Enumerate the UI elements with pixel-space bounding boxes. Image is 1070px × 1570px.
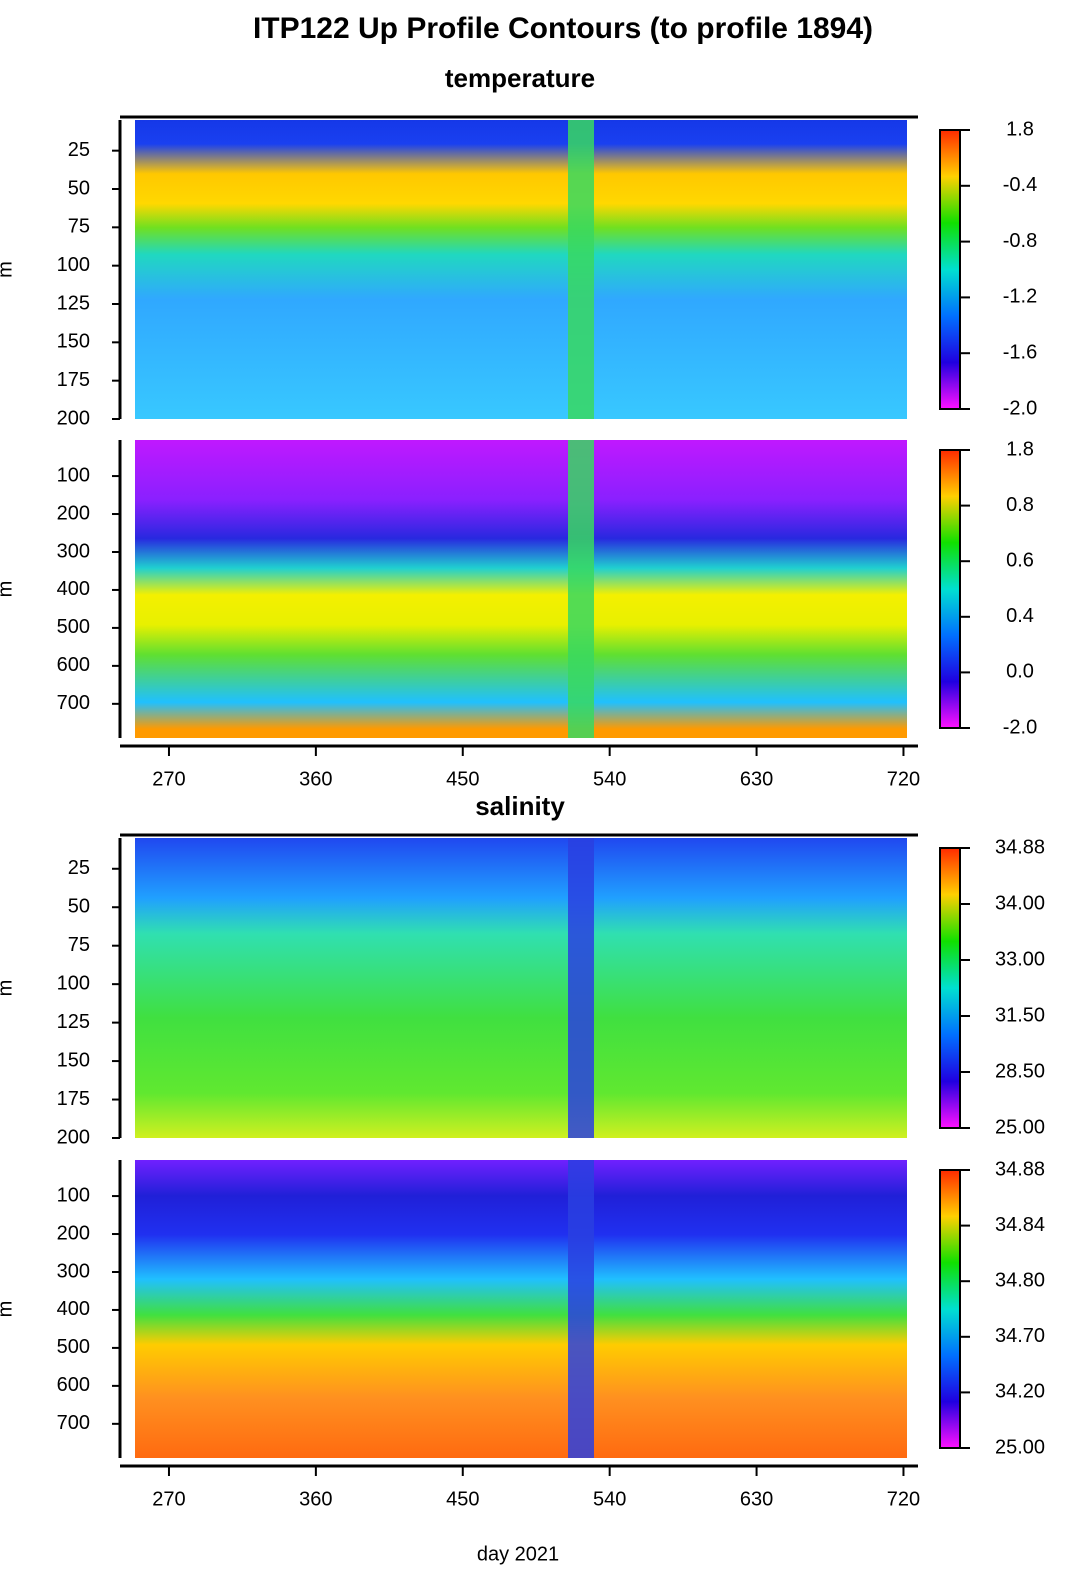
colorbar-label: 34.88 — [995, 836, 1045, 858]
y-tick-label: 200 — [57, 1126, 90, 1148]
y-tick-label: 25 — [68, 857, 90, 879]
colorbar-label: -0.8 — [1003, 230, 1037, 252]
y-tick-label: 50 — [68, 896, 90, 918]
x-tick-label: 270 — [152, 1488, 185, 1510]
y-tick-label: 25 — [68, 139, 90, 161]
y-tick-label: 300 — [57, 540, 90, 562]
colorbar-label: 34.84 — [995, 1214, 1045, 1236]
y-axis-label: m — [0, 261, 16, 278]
x-tick-label: 270 — [152, 768, 185, 790]
y-tick-label: 700 — [57, 692, 90, 714]
colorbar-label: 0.0 — [1006, 661, 1034, 683]
colorbar-label: 0.6 — [1006, 549, 1034, 571]
y-tick-label: 700 — [57, 1412, 90, 1434]
y-tick-label: 100 — [57, 254, 90, 276]
x-tick-label: 540 — [593, 1488, 626, 1510]
y-tick-label: 175 — [57, 369, 90, 391]
y-tick-label: 300 — [57, 1260, 90, 1282]
y-tick-label: 600 — [57, 1374, 90, 1396]
contour-field — [135, 120, 907, 419]
y-tick-label: 75 — [68, 216, 90, 238]
x-tick-label: 540 — [593, 768, 626, 790]
colorbar-label: -1.2 — [1003, 286, 1037, 308]
colorbar-label: 31.50 — [995, 1004, 1045, 1026]
colorbar-label: 25.00 — [995, 1116, 1045, 1138]
colorbar-label: 34.70 — [995, 1325, 1045, 1347]
x-tick-label: 720 — [887, 768, 920, 790]
y-tick-label: 175 — [57, 1088, 90, 1110]
y-tick-label: 150 — [57, 1049, 90, 1071]
colorbar-label: -2.0 — [1003, 397, 1037, 419]
colorbar-label: -2.0 — [1003, 716, 1037, 738]
colorbar — [939, 449, 961, 729]
colorbar-label: -0.4 — [1003, 174, 1037, 196]
x-axis-label: day 2021 — [477, 1543, 559, 1565]
colorbar-label: 34.88 — [995, 1158, 1045, 1180]
colorbar-label: 33.00 — [995, 948, 1045, 970]
colorbar-label: 25.00 — [995, 1436, 1045, 1458]
y-axis-label: m — [0, 1301, 16, 1318]
y-tick-label: 200 — [57, 1222, 90, 1244]
y-tick-label: 100 — [57, 464, 90, 486]
x-tick-label: 360 — [299, 1488, 332, 1510]
colorbar — [939, 847, 961, 1129]
gap-stripe — [568, 440, 594, 738]
gap-stripe — [568, 1160, 594, 1458]
x-tick-label: 720 — [887, 1488, 920, 1510]
y-axis-label: m — [0, 581, 16, 598]
x-tick-label: 360 — [299, 768, 332, 790]
y-axis-label: m — [0, 980, 16, 997]
x-tick-label: 630 — [740, 1488, 773, 1510]
x-tick-label: 450 — [446, 1488, 479, 1510]
y-tick-label: 500 — [57, 616, 90, 638]
chart-title: ITP122 Up Profile Contours (to profile 1… — [253, 12, 873, 45]
y-tick-label: 200 — [57, 502, 90, 524]
y-tick-label: 100 — [57, 972, 90, 994]
panel-title: salinity — [475, 791, 565, 821]
y-tick-label: 75 — [68, 934, 90, 956]
y-tick-label: 100 — [57, 1184, 90, 1206]
colorbar — [939, 129, 961, 410]
y-tick-label: 600 — [57, 654, 90, 676]
y-tick-label: 125 — [57, 292, 90, 314]
y-tick-label: 500 — [57, 1336, 90, 1358]
y-tick-label: 400 — [57, 578, 90, 600]
colorbar-label: 0.4 — [1006, 605, 1034, 627]
gap-stripe — [568, 838, 594, 1138]
colorbar-label: 0.8 — [1006, 494, 1034, 516]
y-tick-label: 150 — [57, 331, 90, 353]
colorbar-label: 34.20 — [995, 1381, 1045, 1403]
y-tick-label: 400 — [57, 1298, 90, 1320]
x-tick-label: 450 — [446, 768, 479, 790]
gap-stripe — [568, 120, 594, 419]
x-tick-label: 630 — [740, 768, 773, 790]
colorbar-label: 1.8 — [1006, 118, 1034, 140]
y-tick-label: 125 — [57, 1011, 90, 1033]
colorbar — [939, 1169, 961, 1449]
contour-field — [135, 440, 907, 738]
colorbar-label: 34.00 — [995, 892, 1045, 914]
contour-field — [135, 1160, 907, 1458]
contour-field — [135, 838, 907, 1138]
colorbar-label: 1.8 — [1006, 438, 1034, 460]
colorbar-label: 28.50 — [995, 1060, 1045, 1082]
colorbar-label: -1.6 — [1003, 341, 1037, 363]
y-tick-label: 50 — [68, 177, 90, 199]
y-tick-label: 200 — [57, 407, 90, 429]
colorbar-label: 34.80 — [995, 1269, 1045, 1291]
panel-title: temperature — [445, 63, 595, 93]
